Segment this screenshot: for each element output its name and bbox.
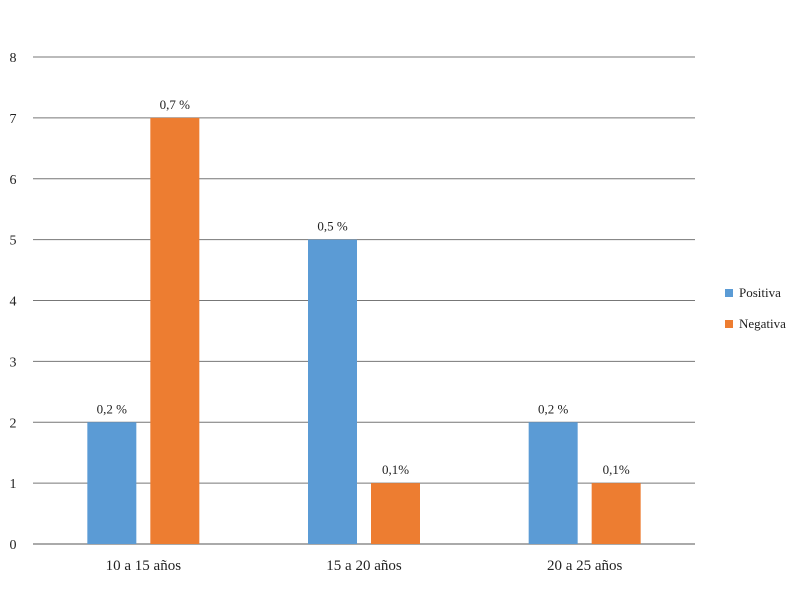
legend-swatch-positiva [725,289,733,297]
bar-negativa-1 [150,117,200,544]
bar-positiva-1 [87,422,137,544]
legend-item-positiva: Positiva [725,285,786,301]
legend-label-positiva: Positiva [739,285,781,300]
data-label: 0,2 % [538,401,569,416]
legend-swatch-negativa [725,320,733,328]
bar-negativa-3 [591,483,641,544]
data-label: 0,5 % [317,219,348,234]
data-label: 0,7 % [160,97,191,112]
bar-positiva-3 [528,422,578,544]
y-tick-label: 2 [10,416,17,431]
y-tick-label: 8 [10,51,17,66]
bar-positiva-2 [308,239,357,544]
category-label: 15 a 20 años [326,558,402,574]
category-label: 20 a 25 años [547,558,623,574]
y-tick-label: 4 [10,295,17,310]
bar-negativa-2 [371,483,420,544]
category-label: 10 a 15 años [106,558,182,574]
y-tick-label: 6 [10,173,17,188]
data-label: 0,2 % [97,401,128,416]
gridlines [33,56,695,545]
y-axis-ticks: 0 1 2 3 4 5 6 7 8 [10,51,17,553]
y-tick-label: 0 [10,538,17,553]
x-axis-categories: 10 a 15 años 15 a 20 años 20 a 25 años [106,558,623,574]
y-tick-label: 3 [10,355,17,370]
data-label: 0,1% [603,462,630,477]
y-tick-label: 7 [10,112,17,127]
data-label: 0,1% [382,462,409,477]
legend-item-negativa: Negativa [725,316,786,332]
bars [87,117,641,544]
legend: Positiva Negativa [725,285,786,347]
legend-label-negativa: Negativa [739,316,786,331]
y-tick-label: 5 [10,234,17,249]
y-tick-label: 1 [10,477,17,492]
data-labels: 0,2 % 0,7 % 0,5 % 0,1% 0,2 % 0,1% [97,97,630,477]
